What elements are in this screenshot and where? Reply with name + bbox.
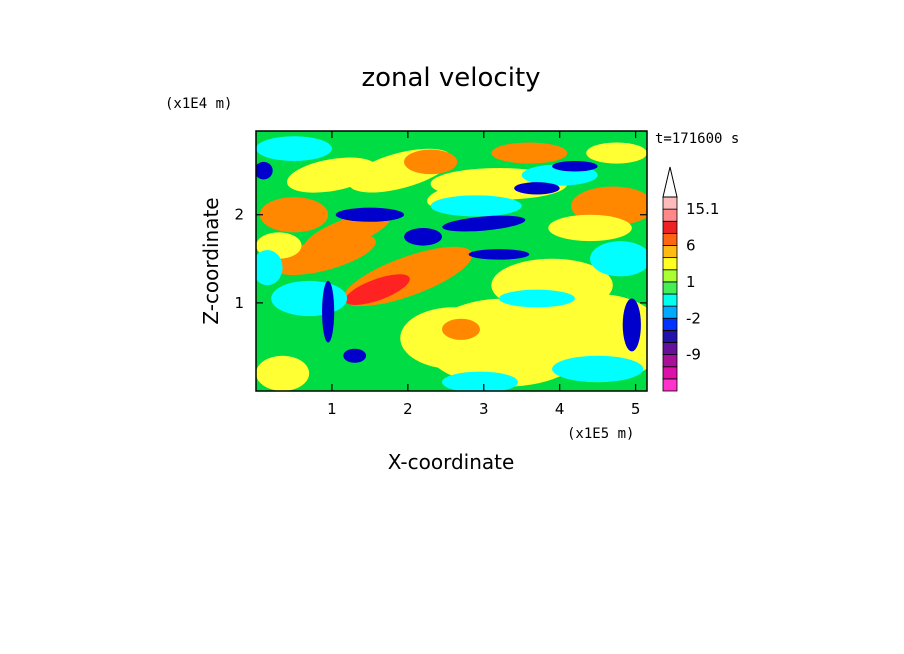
velocity-contour	[343, 348, 367, 363]
velocity-contour	[468, 249, 530, 260]
colorbar-swatch	[662, 257, 678, 271]
velocity-contour	[322, 280, 335, 343]
x-tick-label: 4	[555, 400, 565, 418]
x-tick-label: 2	[403, 400, 413, 418]
x-axis: 1 2 3 4 5	[327, 131, 640, 418]
velocity-contour	[256, 136, 332, 161]
colorbar-swatch	[662, 354, 678, 368]
colorbar-swatch	[662, 196, 678, 210]
plot-frame	[255, 130, 648, 392]
colorbar-swatch	[662, 232, 678, 246]
velocity-field	[256, 131, 647, 391]
colorbar-swatch	[662, 305, 678, 319]
colorbar-label: 1	[686, 273, 696, 291]
x-unit-label: (x1E5 m)	[567, 426, 634, 442]
velocity-contour	[256, 249, 283, 286]
chart-title: zonal velocity	[361, 63, 540, 93]
colorbar-extend-arrow	[662, 166, 678, 198]
velocity-contour	[304, 212, 391, 253]
velocity-contour	[552, 355, 644, 383]
time-label: t=171600 s	[655, 131, 739, 147]
colorbar-swatch	[662, 220, 678, 234]
velocity-contour	[586, 142, 647, 164]
colorbar-swatch	[662, 366, 678, 380]
velocity-contour	[430, 195, 522, 217]
y-unit-label: (x1E4 m)	[165, 96, 232, 112]
colorbar-swatch	[662, 378, 678, 392]
velocity-contour	[286, 157, 377, 193]
colorbar-swatch	[662, 293, 678, 307]
x-tick-label: 5	[631, 400, 641, 418]
x-tick-label: 3	[479, 400, 489, 418]
velocity-contour	[442, 371, 518, 391]
y-tick-label: 2	[234, 206, 244, 224]
colorbar-label: 15.1	[686, 200, 719, 218]
velocity-contour	[442, 318, 480, 340]
colorbar-swatch	[662, 281, 678, 295]
colorbar-swatch	[662, 208, 678, 222]
velocity-contour	[548, 214, 632, 242]
velocity-contour	[271, 280, 348, 317]
colorbar-swatch	[662, 342, 678, 356]
velocity-contour	[590, 241, 647, 277]
velocity-contour	[514, 182, 560, 195]
y-axis-label: Z-coordinate	[199, 197, 223, 324]
colorbar-swatch	[662, 269, 678, 283]
colorbar-label: -9	[686, 346, 701, 364]
velocity-contour	[622, 298, 641, 352]
velocity-contour	[335, 207, 405, 222]
y-axis: 12	[234, 206, 647, 312]
velocity-contour	[259, 197, 329, 233]
velocity-contour	[256, 161, 273, 180]
colorbar-label: 6	[686, 237, 696, 255]
velocity-contour	[498, 289, 575, 308]
y-tick-label: 1	[234, 294, 244, 312]
velocity-contour	[256, 355, 310, 391]
colorbar: 15.1 6 1 -2 -9	[662, 166, 719, 392]
colorbar-swatch	[662, 317, 678, 331]
velocity-contour	[552, 160, 598, 172]
colorbar-swatch	[662, 245, 678, 259]
colorbar-swatch	[662, 329, 678, 343]
colorbar-label: -2	[686, 309, 701, 327]
velocity-contour	[345, 274, 410, 305]
x-axis-label: X-coordinate	[388, 450, 515, 474]
velocity-contour	[404, 227, 443, 246]
velocity-contour	[442, 215, 526, 232]
x-tick-label: 1	[327, 400, 337, 418]
velocity-contour	[491, 142, 568, 164]
velocity-contour	[404, 149, 458, 175]
